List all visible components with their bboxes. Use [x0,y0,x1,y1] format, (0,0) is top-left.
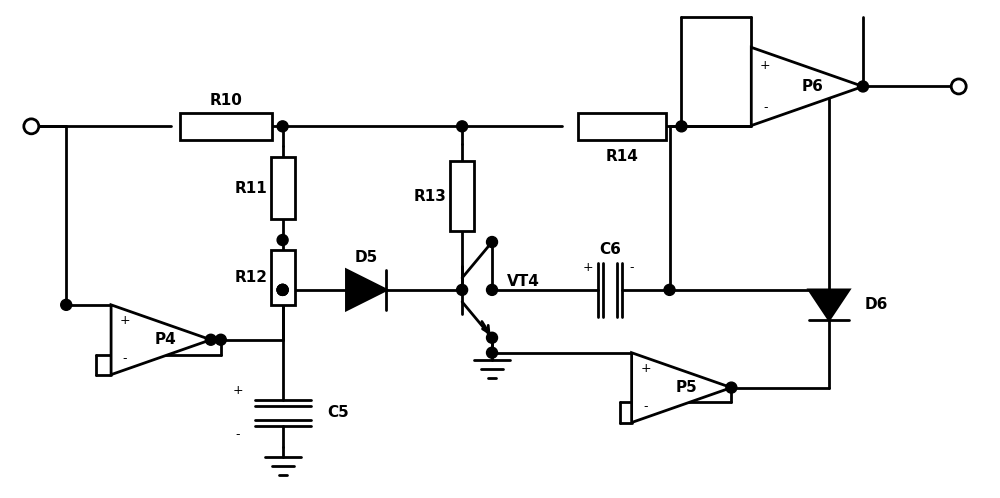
Text: +: + [582,261,593,274]
Circle shape [277,121,288,132]
Circle shape [951,79,966,94]
Circle shape [277,284,288,295]
Text: +: + [760,59,771,72]
Circle shape [24,119,39,134]
Text: +: + [640,362,651,375]
Circle shape [277,284,288,295]
Polygon shape [346,270,386,310]
Circle shape [664,284,675,295]
Circle shape [487,284,498,295]
Circle shape [61,299,72,310]
Circle shape [676,121,687,132]
Bar [180,113,272,140]
Circle shape [726,382,737,393]
Text: +: + [120,314,130,327]
Text: P4: P4 [155,332,177,347]
Text: -: - [629,261,634,274]
Text: -: - [235,428,240,441]
Text: -: - [763,101,768,114]
Polygon shape [809,290,849,320]
Circle shape [487,237,498,248]
Text: R13: R13 [414,189,447,204]
Text: R14: R14 [605,149,638,164]
Polygon shape [632,353,731,422]
Text: R11: R11 [234,181,267,196]
Bar [271,250,295,305]
Circle shape [457,284,468,295]
Text: P5: P5 [676,380,697,395]
Circle shape [457,121,468,132]
Bar [271,157,295,219]
Circle shape [487,347,498,358]
Text: R12: R12 [234,270,267,285]
Text: -: - [123,352,127,365]
Circle shape [487,332,498,343]
Polygon shape [751,47,863,125]
Circle shape [205,334,216,345]
Circle shape [277,235,288,246]
Text: C6: C6 [599,243,621,257]
Text: P6: P6 [801,79,823,94]
Text: VT4: VT4 [507,274,540,289]
Bar [578,113,666,140]
Text: +: + [232,384,243,397]
Polygon shape [111,305,211,374]
Bar [450,161,474,231]
Circle shape [215,334,226,345]
Text: D6: D6 [865,297,888,312]
Text: D5: D5 [355,250,378,265]
Circle shape [277,284,288,295]
Circle shape [858,81,868,92]
Text: R10: R10 [209,93,242,108]
Text: C5: C5 [327,405,349,420]
Text: -: - [643,400,648,413]
